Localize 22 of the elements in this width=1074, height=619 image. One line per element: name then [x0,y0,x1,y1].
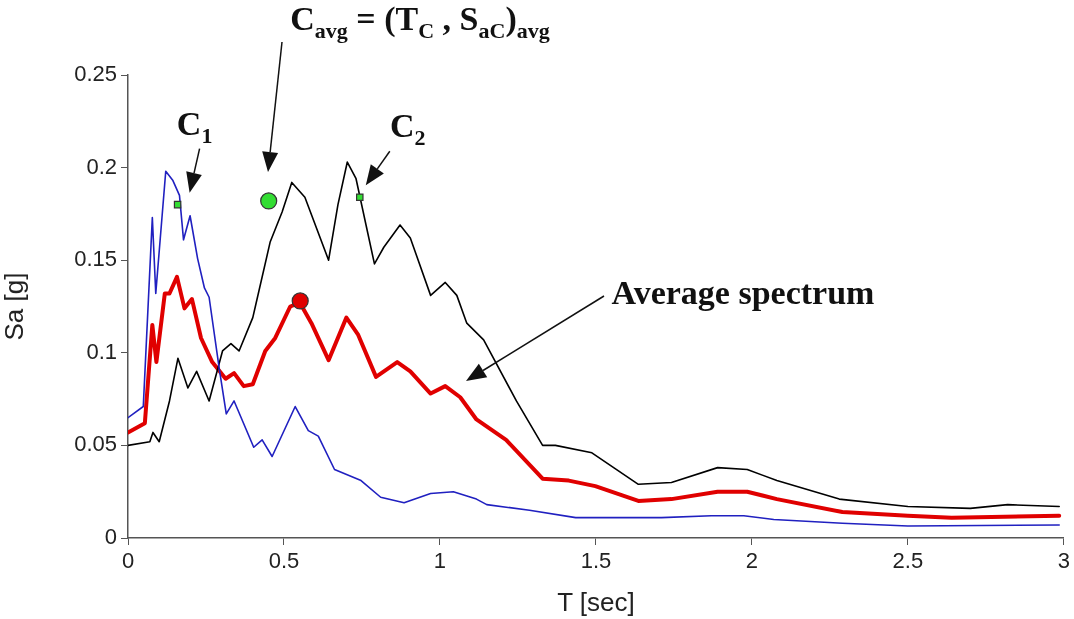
x-tick-label: 0 [121,548,135,574]
annotation: C$_{1}$ [176,104,213,148]
point [356,193,364,202]
x-tick-label: 1 [433,548,447,574]
y-tick-label: 0.2 [86,153,117,179]
y-tick-label: 0.05 [74,431,117,457]
point [291,292,309,310]
x-tick-label: 2.5 [892,548,924,574]
x-axis-title: T [sec] [557,586,635,617]
x-tick-label: 1.5 [580,548,612,574]
point [260,192,278,210]
x-tick-label: 0.5 [268,548,300,574]
text: C$_{avg}$ = (T$_{C}$ , S$_{aC}$)$_{avg}$ [290,0,550,43]
annotation: Average spectrum [611,274,875,311]
y-tick-label: 0.1 [86,338,117,364]
x-tick-label: 3 [1057,548,1071,574]
y-tick-label: 0 [104,524,117,550]
annotation: C$_{2}$ [390,107,426,151]
y-tick-label: 0.15 [74,246,117,272]
y-axis-title: Sa [g] [0,272,29,341]
x-tick-label: 2 [745,548,759,574]
y-tick-label: 0.25 [74,61,117,87]
